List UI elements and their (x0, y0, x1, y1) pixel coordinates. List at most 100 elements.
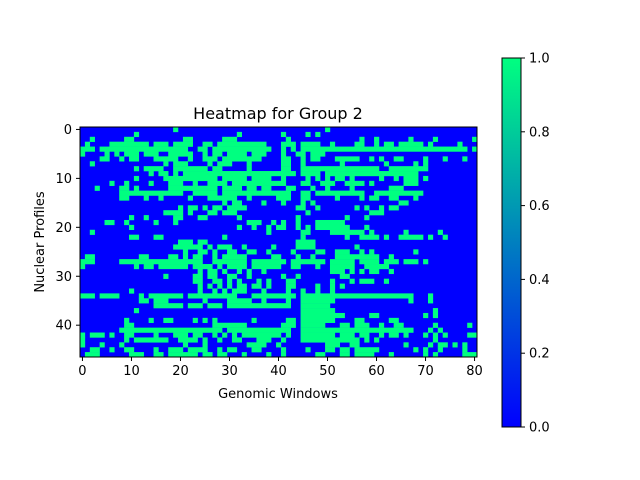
heatmap-cell-run (285, 298, 291, 304)
heatmap-cell-run (383, 161, 390, 167)
heatmap-cell-run (388, 332, 399, 338)
heatmap-cell-run (197, 268, 203, 275)
heatmap-cell-run (359, 268, 365, 275)
heatmap-cell-run (261, 268, 267, 275)
heatmap-cell-run (236, 268, 242, 275)
heatmap-cell-run (80, 342, 86, 348)
heatmap-cell-run (364, 264, 390, 270)
y-axis-label: Nuclear Profiles (33, 191, 48, 293)
heatmap-cell-run (280, 347, 287, 353)
heatmap-cell-run (251, 283, 262, 289)
heatmap-cell-run (290, 146, 296, 152)
heatmap-cell-run (398, 141, 424, 147)
heatmap-cell-run (290, 259, 326, 265)
heatmap-cell-run (315, 224, 350, 231)
heatmap-cell-run (300, 190, 311, 196)
heatmap-cell-run (300, 332, 336, 338)
heatmap-cell-run (467, 322, 473, 328)
heatmap-cell-run (222, 210, 238, 216)
heatmap-cell-run (413, 195, 419, 201)
heatmap-cell-run (212, 317, 218, 323)
heatmap-cell-run (349, 268, 355, 275)
heatmap-cell-run (133, 185, 140, 191)
heatmap-cell-run (222, 136, 238, 142)
heatmap-cell-run (295, 244, 316, 250)
heatmap-cell-run (104, 219, 115, 226)
heatmap-cell-run (432, 136, 439, 142)
heatmap-cell-run (354, 317, 365, 323)
heatmap-cell-run (133, 166, 140, 172)
heatmap-cell-run (202, 352, 213, 358)
heatmap-cell-run (251, 317, 257, 323)
heatmap-cell-run (334, 156, 360, 162)
heatmap-cell-run (462, 156, 468, 162)
colorbar: 0.0 0.2 0.4 0.6 0.8 1.0 (501, 52, 550, 436)
heatmap-cell-run (423, 312, 429, 319)
heatmap-cell-run (222, 156, 262, 162)
heatmap-cell-run (227, 151, 247, 157)
heatmap-cell-run (138, 298, 149, 304)
heatmap-cell-run (212, 151, 223, 157)
heatmap-cell-run (388, 352, 394, 358)
heatmap-cell-run (163, 210, 184, 216)
heatmap-cell-run (403, 180, 419, 186)
heatmap-cell-run (271, 219, 277, 226)
heatmap-cell-run (173, 215, 184, 221)
heatmap-cell-run (212, 146, 272, 152)
x-axis-ticks: 0 10 20 30 40 50 60 70 80 (78, 357, 483, 379)
heatmap-cell-run (271, 244, 277, 250)
heatmap-cell-run (187, 210, 193, 216)
heatmap-cell-run (207, 303, 223, 309)
heatmap-cell-run (153, 332, 159, 338)
heatmap-cell-run (408, 298, 414, 304)
heatmap-cell-run (369, 180, 375, 186)
heatmap-cell-run (280, 273, 287, 279)
heatmap-cell-run (403, 332, 409, 338)
heatmap-cell-run (212, 166, 223, 172)
x-tick-label: 20 (172, 364, 189, 379)
heatmap-cell-run (173, 332, 189, 338)
heatmap-cell-run (124, 337, 130, 343)
heatmap-cell-run (325, 185, 331, 191)
heatmap-cell-run (393, 175, 399, 182)
heatmap-cell-run (173, 219, 179, 226)
heatmap-cell-run (231, 200, 242, 206)
heatmap-cell-run (114, 151, 120, 157)
heatmap-cell-run (285, 136, 291, 142)
heatmap-cell-run (300, 298, 336, 304)
heatmap-cell-run (462, 342, 468, 348)
heatmap-cell-run (388, 195, 399, 201)
heatmap-cell-run (354, 347, 380, 353)
heatmap-cell-run (280, 146, 287, 152)
heatmap-cell-run (109, 180, 115, 186)
heatmap-cell-run (143, 215, 149, 221)
heatmap-cell-run (432, 352, 439, 358)
heatmap-cell-run (133, 308, 140, 314)
heatmap-cell-run (119, 185, 130, 191)
heatmap-cell-run (266, 249, 272, 255)
heatmap-cell-run (315, 352, 326, 358)
heatmap-cell-run (197, 239, 208, 245)
heatmap-cell-run (369, 210, 385, 216)
colorbar-tick-label: 1.0 (529, 52, 550, 67)
heatmap-cell-run (413, 161, 419, 167)
heatmap-cell-run (192, 278, 203, 284)
heatmap-cell-run (359, 195, 365, 201)
heatmap-cell-run (388, 205, 399, 211)
heatmap-cell-run (315, 219, 345, 226)
heatmap-cell-run (80, 332, 86, 338)
heatmap-cell-run (124, 347, 135, 353)
heatmap-cell-run (119, 190, 184, 196)
heatmap-cell-run (251, 347, 262, 353)
heatmap-background (80, 127, 477, 357)
colorbar-gradient (501, 57, 522, 428)
heatmap-cell-run (374, 141, 380, 147)
colorbar-tick-label: 0.4 (529, 273, 550, 288)
heatmap-cell-run (354, 205, 360, 211)
chart-title: Heatmap for Group 2 (193, 104, 363, 123)
heatmap-cell-run (197, 146, 208, 152)
heatmap-cell-run (178, 337, 198, 343)
heatmap-cell-run (148, 180, 154, 186)
heatmap-cell-run (427, 141, 434, 147)
heatmap-cell-run (129, 224, 135, 231)
